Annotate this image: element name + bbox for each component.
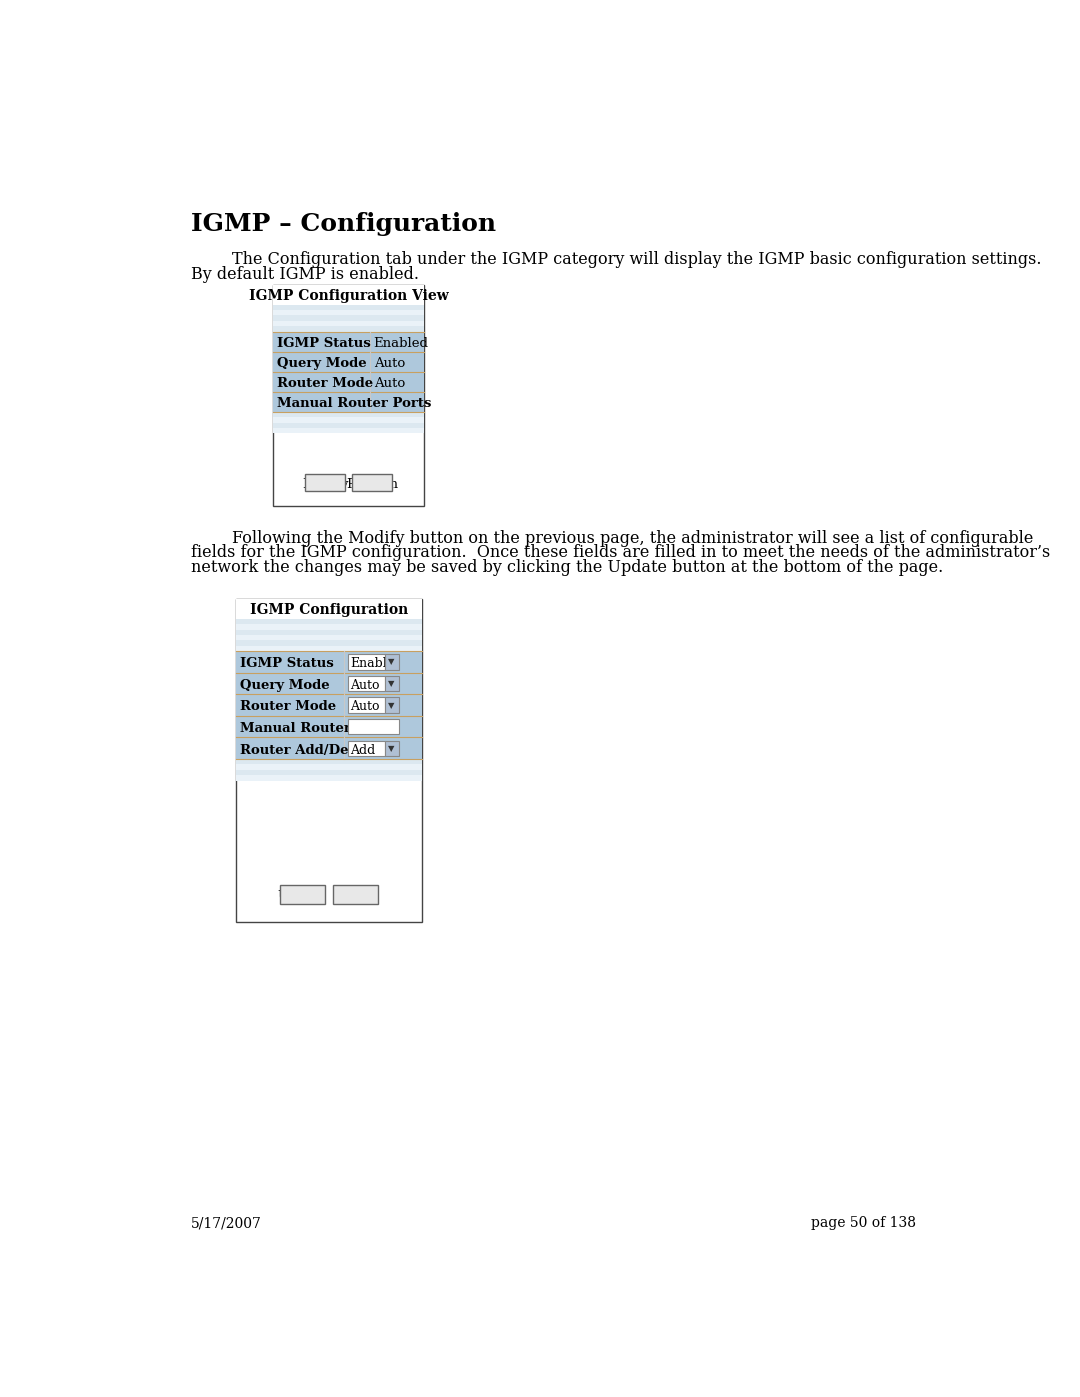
Bar — [273, 422, 424, 427]
Bar — [235, 694, 422, 715]
Bar — [348, 654, 384, 669]
Bar — [273, 391, 424, 412]
Bar — [235, 630, 422, 636]
Bar — [235, 619, 422, 624]
Bar — [273, 321, 424, 327]
Bar — [235, 645, 422, 651]
Text: The Configuration tab under the IGMP category will display the IGMP basic config: The Configuration tab under the IGMP cat… — [191, 251, 1041, 268]
Bar — [235, 764, 422, 770]
Text: Query Mode: Query Mode — [240, 679, 329, 692]
Text: Router Mode: Router Mode — [276, 377, 373, 390]
Text: fields for the IGMP configuration.  Once these fields are filled in to meet the : fields for the IGMP configuration. Once … — [191, 545, 1050, 562]
Bar — [348, 719, 399, 735]
Text: Update: Update — [278, 890, 327, 902]
Bar — [348, 697, 384, 712]
Bar — [384, 654, 399, 669]
Bar — [273, 327, 424, 331]
Text: IGMP Configuration: IGMP Configuration — [249, 602, 408, 616]
Bar — [273, 310, 424, 316]
Text: Cancel: Cancel — [333, 890, 378, 902]
Text: Enabled: Enabled — [374, 337, 429, 351]
Text: Router Add/Delete: Router Add/Delete — [240, 743, 376, 757]
Bar — [273, 285, 424, 507]
Text: Following the Modify button on the previous page, the administrator will see a l: Following the Modify button on the previ… — [191, 529, 1034, 546]
Text: Manual Router Ports: Manual Router Ports — [276, 397, 431, 411]
Text: Add: Add — [350, 743, 376, 757]
Bar — [235, 651, 422, 673]
Bar — [235, 599, 422, 922]
Bar — [235, 624, 422, 630]
Bar — [333, 886, 378, 904]
Text: page 50 of 138: page 50 of 138 — [811, 1217, 916, 1231]
Bar — [273, 372, 424, 391]
Bar — [273, 418, 424, 422]
Bar — [235, 599, 422, 619]
Text: By default IGMP is enabled.: By default IGMP is enabled. — [191, 267, 419, 284]
Text: 5/17/2007: 5/17/2007 — [191, 1217, 261, 1231]
Text: Router Mode: Router Mode — [240, 700, 336, 714]
Bar — [384, 740, 399, 756]
Bar — [235, 673, 422, 694]
Text: Manual Router Ports: Manual Router Ports — [240, 722, 394, 735]
Bar — [273, 331, 424, 352]
Bar — [280, 886, 325, 904]
Bar — [235, 770, 422, 775]
Text: ▼: ▼ — [389, 743, 395, 753]
Bar — [384, 697, 399, 712]
Text: Auto: Auto — [374, 377, 405, 390]
Bar — [306, 474, 346, 490]
Text: Query Mode: Query Mode — [276, 358, 366, 370]
Bar — [235, 640, 422, 645]
Text: IGMP Configuration View: IGMP Configuration View — [248, 289, 448, 303]
Text: Refresh: Refresh — [346, 478, 397, 490]
Bar — [235, 738, 422, 759]
Bar — [273, 316, 424, 321]
Text: ▼: ▼ — [389, 679, 395, 689]
Bar — [384, 676, 399, 692]
Bar — [235, 715, 422, 738]
Text: IGMP Status: IGMP Status — [276, 337, 370, 351]
Bar — [352, 474, 392, 490]
Text: Auto: Auto — [350, 679, 380, 692]
Bar — [273, 427, 424, 433]
Text: IGMP Status: IGMP Status — [240, 658, 334, 671]
Text: network the changes may be saved by clicking the Update button at the bottom of : network the changes may be saved by clic… — [191, 559, 943, 576]
Text: Enable: Enable — [350, 658, 394, 671]
Text: Auto: Auto — [350, 700, 380, 714]
Text: Modify: Modify — [302, 478, 349, 490]
Bar — [348, 676, 384, 692]
Bar — [348, 740, 384, 756]
Bar — [235, 636, 422, 640]
Bar — [235, 775, 422, 781]
Text: IGMP – Configuration: IGMP – Configuration — [191, 212, 496, 236]
Bar — [235, 759, 422, 764]
Bar — [273, 305, 424, 310]
Bar — [273, 285, 424, 305]
Bar — [273, 412, 424, 418]
Text: ▼: ▼ — [389, 701, 395, 710]
Bar — [273, 352, 424, 372]
Text: ▼: ▼ — [389, 658, 395, 666]
Text: Auto: Auto — [374, 358, 405, 370]
